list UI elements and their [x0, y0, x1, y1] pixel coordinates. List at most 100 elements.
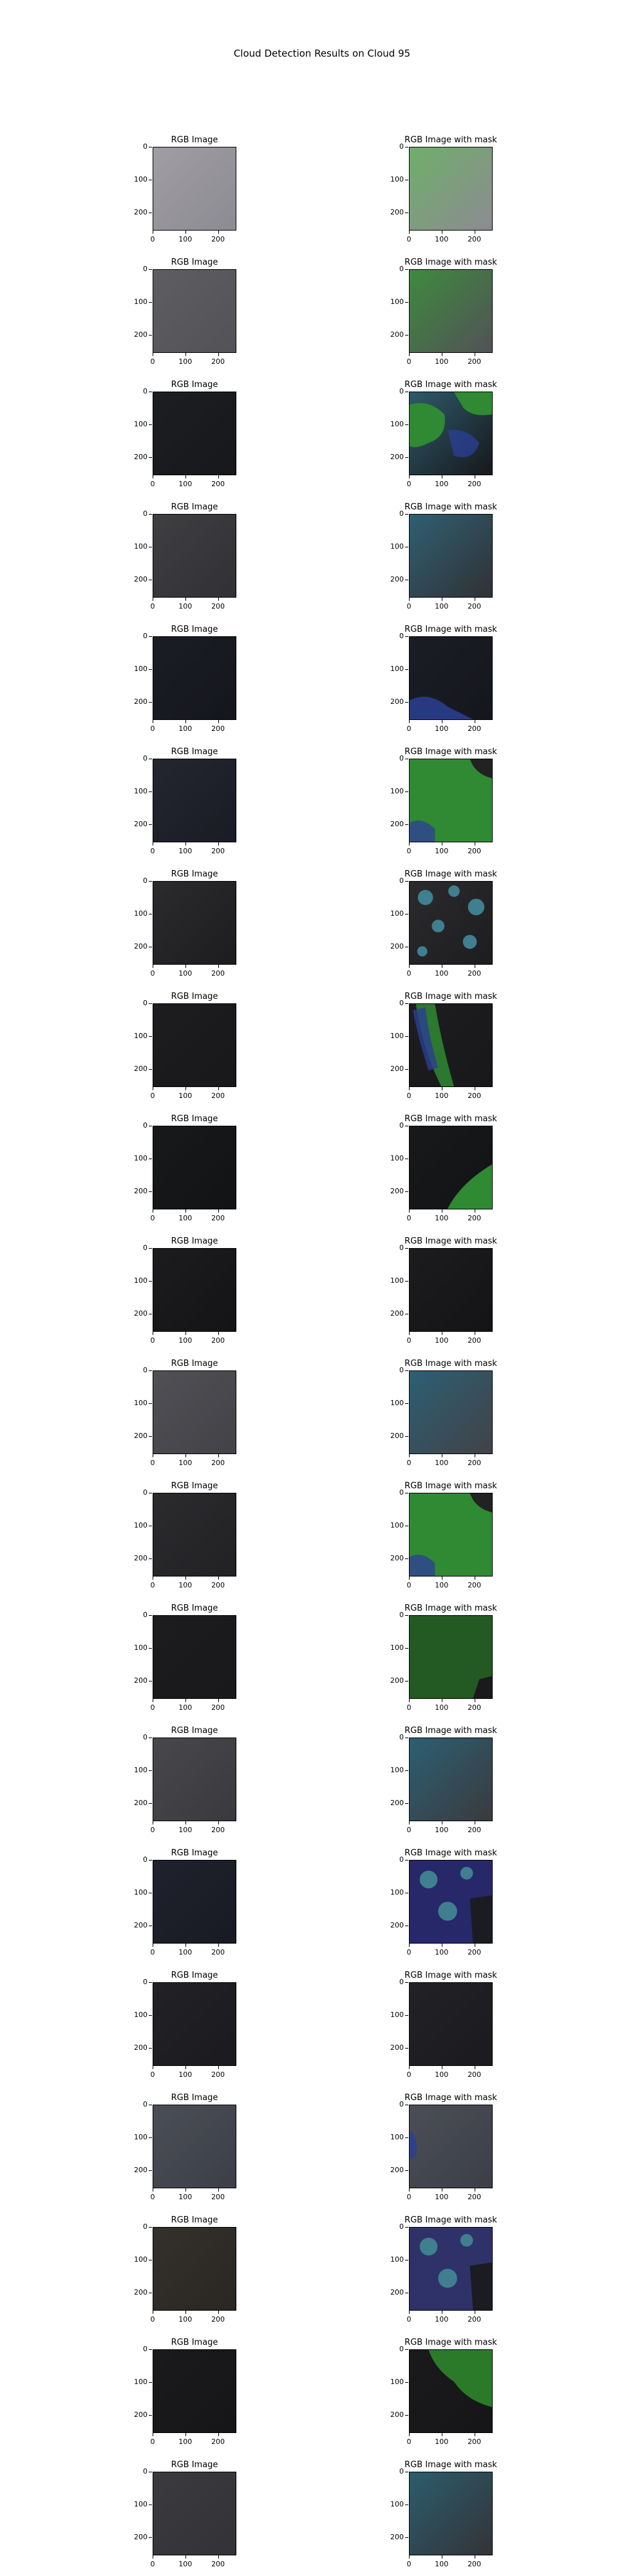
y-tick-label: 200 — [390, 1921, 404, 1929]
x-tick-label: 200 — [462, 235, 488, 243]
x-tick-label: 100 — [173, 1214, 198, 1222]
y-tick-label: 100 — [390, 1888, 404, 1897]
rgb-panel-3: RGB Image 0 100 200 0 100 200 — [153, 392, 236, 475]
x-tick — [185, 2433, 186, 2436]
y-tick-label: 100 — [134, 1888, 147, 1897]
x-tick — [185, 2066, 186, 2069]
rgb-image — [153, 1248, 236, 1332]
y-tick-label: 200 — [390, 575, 404, 583]
x-tick-label: 0 — [140, 2438, 166, 2446]
y-tick — [405, 2048, 408, 2049]
masked-image — [409, 1248, 493, 1332]
rgb-image — [153, 1615, 236, 1699]
y-tick — [405, 791, 408, 792]
y-tick-label: 100 — [134, 542, 147, 551]
y-tick — [405, 2015, 408, 2016]
x-tick-label: 100 — [429, 1826, 455, 1834]
y-tick — [149, 302, 152, 303]
y-tick-label: 100 — [134, 2500, 147, 2508]
x-tick — [218, 1699, 219, 1702]
y-tick-label: 0 — [143, 265, 147, 273]
rgb-panel-title: RGB Image — [114, 2460, 275, 2470]
y-tick — [405, 881, 408, 882]
masked-image — [409, 147, 493, 231]
masked-image — [409, 269, 493, 353]
x-tick — [409, 1821, 410, 1824]
y-tick-label: 100 — [134, 909, 147, 918]
y-tick — [405, 1615, 408, 1616]
x-tick — [218, 1944, 219, 1947]
x-tick-label: 0 — [140, 1092, 166, 1100]
y-tick-label: 0 — [143, 1611, 147, 1619]
mask-panel-title: RGB Image with mask — [370, 1359, 531, 1368]
x-tick-label: 200 — [462, 602, 488, 611]
x-tick-label: 0 — [140, 235, 166, 243]
x-tick-label: 0 — [396, 357, 422, 366]
y-tick-label: 200 — [390, 1065, 404, 1073]
y-tick-label: 100 — [134, 665, 147, 673]
y-tick-label: 0 — [399, 754, 404, 762]
x-tick-label: 0 — [396, 2438, 422, 2446]
masked-image — [409, 392, 493, 475]
y-tick — [149, 335, 152, 336]
masked-image — [409, 1615, 493, 1699]
x-tick-label: 200 — [205, 1459, 231, 1467]
y-tick-label: 100 — [134, 1521, 147, 1530]
x-tick-label: 200 — [205, 602, 231, 611]
y-tick-label: 100 — [134, 2255, 147, 2264]
y-tick-label: 100 — [390, 2133, 404, 2141]
mask-panel-title: RGB Image with mask — [370, 1971, 531, 1980]
x-tick-label: 100 — [173, 235, 198, 243]
y-tick-label: 0 — [399, 2345, 404, 2353]
y-tick — [405, 457, 408, 458]
x-tick-label: 100 — [429, 2315, 455, 2324]
x-tick-label: 200 — [205, 2193, 231, 2201]
y-tick-label: 0 — [399, 509, 404, 518]
rgb-panel-title: RGB Image — [114, 1726, 275, 1736]
x-tick-label: 200 — [462, 1581, 488, 1589]
x-tick — [185, 1332, 186, 1335]
y-tick-label: 100 — [390, 2378, 404, 2386]
x-tick-label: 100 — [173, 847, 198, 855]
y-tick-label: 0 — [143, 1488, 147, 1497]
x-tick-label: 0 — [140, 1703, 166, 1712]
mask-panel-title: RGB Image with mask — [370, 2215, 531, 2225]
y-tick-label: 100 — [134, 787, 147, 795]
x-tick — [218, 965, 219, 968]
rgb-image — [153, 759, 236, 842]
y-tick-label: 0 — [399, 1488, 404, 1497]
y-tick-label: 200 — [390, 2410, 404, 2419]
masked-image — [409, 881, 493, 965]
y-tick-label: 0 — [143, 2222, 147, 2231]
x-tick-label: 200 — [462, 847, 488, 855]
y-tick — [149, 424, 152, 425]
y-tick — [149, 457, 152, 458]
y-tick-label: 0 — [143, 1244, 147, 1252]
x-tick — [218, 720, 219, 723]
y-tick-label: 100 — [134, 2133, 147, 2141]
y-tick-label: 100 — [134, 2011, 147, 2019]
y-tick — [149, 1770, 152, 1771]
y-tick-label: 200 — [390, 1187, 404, 1195]
rgb-image — [153, 2227, 236, 2311]
rgb-image — [153, 147, 236, 231]
mask-panel-13: RGB Image with mask 0 100 200 0 100 200 — [409, 1615, 493, 1699]
x-tick-label: 0 — [140, 847, 166, 855]
x-tick-label: 0 — [140, 969, 166, 978]
x-tick-label: 0 — [396, 969, 422, 978]
x-tick — [185, 1944, 186, 1947]
y-tick — [405, 1558, 408, 1559]
y-tick-label: 100 — [134, 1643, 147, 1652]
mask-panel-2: RGB Image with mask 0 100 200 0 100 200 — [409, 269, 493, 353]
x-tick-label: 200 — [462, 1948, 488, 1956]
x-tick — [409, 2311, 410, 2314]
masked-image — [409, 1738, 493, 1821]
x-tick — [409, 475, 410, 478]
x-tick-label: 100 — [429, 2193, 455, 2201]
x-tick-label: 0 — [396, 2315, 422, 2324]
rgb-image — [153, 1493, 236, 1577]
x-tick-label: 200 — [205, 480, 231, 488]
x-tick-label: 200 — [205, 1703, 231, 1712]
x-tick-label: 100 — [429, 2560, 455, 2568]
y-tick-label: 0 — [143, 1121, 147, 1130]
